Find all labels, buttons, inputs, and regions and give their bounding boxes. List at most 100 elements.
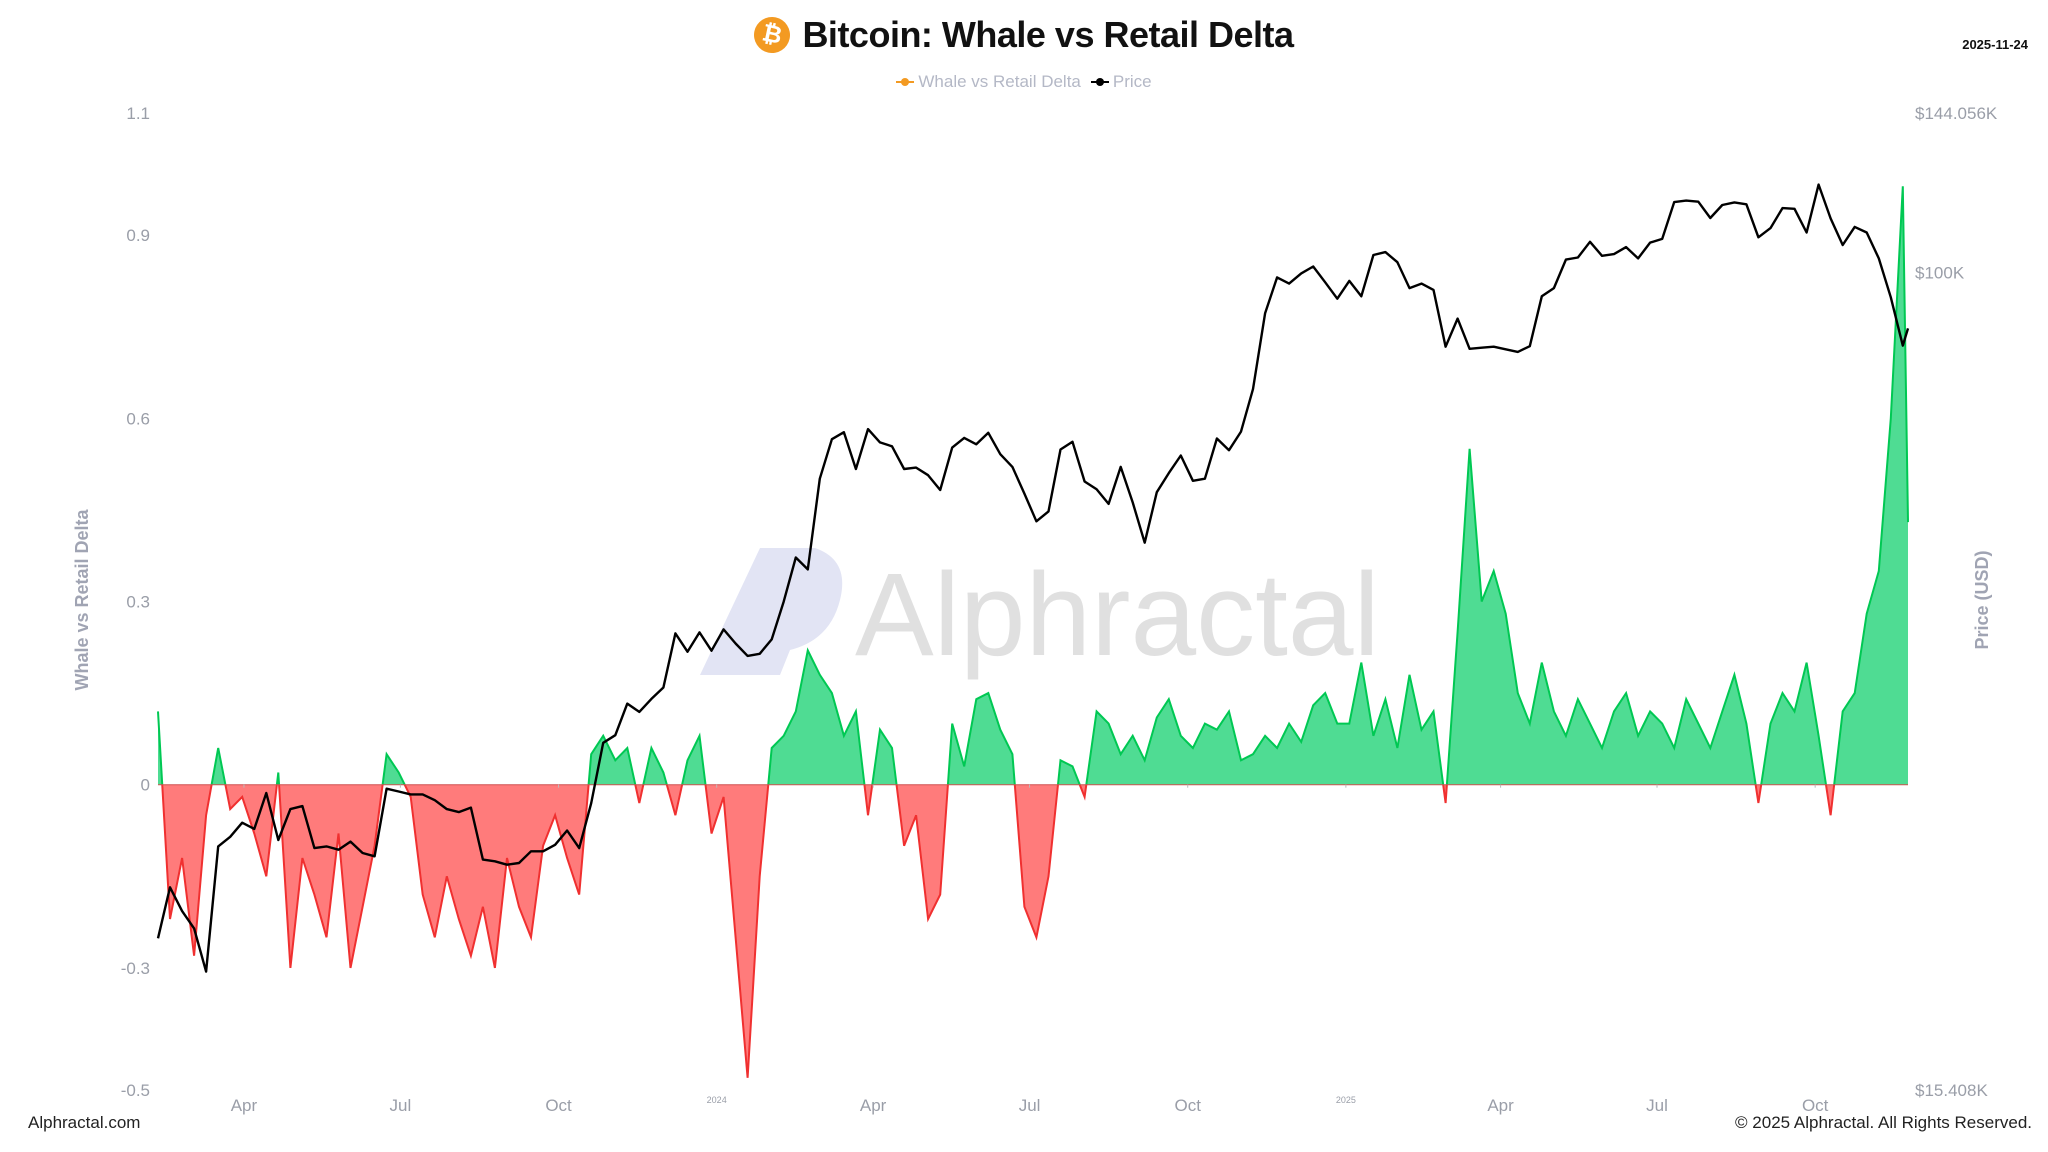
- delta-point[interactable]: [324, 935, 328, 939]
- delta-point[interactable]: [637, 801, 641, 805]
- price-point[interactable]: [517, 861, 521, 865]
- delta-point[interactable]: [216, 746, 220, 750]
- delta-point[interactable]: [577, 893, 581, 897]
- delta-point[interactable]: [698, 734, 702, 738]
- delta-point[interactable]: [481, 905, 485, 909]
- delta-point[interactable]: [842, 734, 846, 738]
- price-point[interactable]: [1732, 200, 1736, 204]
- delta-point[interactable]: [722, 795, 726, 799]
- price-point[interactable]: [1155, 490, 1159, 494]
- delta-point[interactable]: [1395, 746, 1399, 750]
- price-point[interactable]: [1095, 487, 1099, 491]
- delta-point[interactable]: [613, 758, 617, 762]
- delta-point[interactable]: [830, 691, 834, 695]
- delta-point[interactable]: [1889, 416, 1893, 420]
- price-point[interactable]: [1239, 430, 1243, 434]
- delta-point[interactable]: [192, 954, 196, 958]
- delta-point[interactable]: [878, 728, 882, 732]
- delta-point[interactable]: [649, 746, 653, 750]
- price-point[interactable]: [1877, 256, 1881, 260]
- delta-point[interactable]: [625, 746, 629, 750]
- delta-point[interactable]: [1744, 722, 1748, 726]
- price-point[interactable]: [601, 741, 605, 745]
- delta-point[interactable]: [1708, 746, 1712, 750]
- legend-item-delta[interactable]: Whale vs Retail Delta: [896, 72, 1081, 92]
- price-point[interactable]: [1781, 206, 1785, 210]
- delta-point[interactable]: [457, 917, 461, 921]
- delta-point[interactable]: [1600, 746, 1604, 750]
- price-point[interactable]: [1179, 453, 1183, 457]
- delta-point[interactable]: [1906, 520, 1910, 524]
- price-point[interactable]: [1227, 448, 1231, 452]
- price-point[interactable]: [469, 806, 473, 810]
- price-point[interactable]: [1829, 216, 1833, 220]
- delta-point[interactable]: [1420, 728, 1424, 732]
- price-point[interactable]: [264, 791, 268, 795]
- price-point[interactable]: [577, 846, 581, 850]
- delta-point[interactable]: [1022, 905, 1026, 909]
- price-point[interactable]: [830, 437, 834, 441]
- price-point[interactable]: [409, 792, 413, 796]
- price-point[interactable]: [1696, 200, 1700, 204]
- delta-point[interactable]: [1299, 740, 1303, 744]
- price-point[interactable]: [1480, 346, 1484, 350]
- delta-point[interactable]: [601, 734, 605, 738]
- price-point[interactable]: [276, 838, 280, 842]
- delta-point[interactable]: [746, 1076, 750, 1080]
- price-point[interactable]: [1071, 440, 1075, 444]
- delta-point[interactable]: [1287, 722, 1291, 726]
- price-point[interactable]: [565, 828, 569, 832]
- price-point[interactable]: [1660, 237, 1664, 241]
- price-point[interactable]: [1323, 280, 1327, 284]
- price-point[interactable]: [1432, 288, 1436, 292]
- price-point[interactable]: [1768, 226, 1772, 230]
- price-point[interactable]: [1564, 258, 1568, 262]
- price-point[interactable]: [1841, 243, 1845, 247]
- delta-point[interactable]: [1660, 722, 1664, 726]
- price-point[interactable]: [1588, 240, 1592, 244]
- delta-point[interactable]: [240, 795, 244, 799]
- delta-point[interactable]: [914, 813, 918, 817]
- price-point[interactable]: [1263, 311, 1267, 315]
- delta-point[interactable]: [1468, 447, 1472, 451]
- delta-point[interactable]: [1215, 728, 1219, 732]
- delta-point[interactable]: [1107, 722, 1111, 726]
- price-point[interactable]: [1275, 275, 1279, 279]
- price-point[interactable]: [1107, 502, 1111, 506]
- delta-point[interactable]: [685, 758, 689, 762]
- delta-point[interactable]: [1071, 764, 1075, 768]
- price-point[interactable]: [1901, 344, 1905, 348]
- delta-point[interactable]: [673, 813, 677, 817]
- price-point[interactable]: [421, 792, 425, 796]
- price-point[interactable]: [1407, 286, 1411, 290]
- delta-point[interactable]: [806, 648, 810, 652]
- price-point[interactable]: [361, 851, 365, 855]
- price-point[interactable]: [673, 631, 677, 635]
- price-point[interactable]: [950, 446, 954, 450]
- delta-point[interactable]: [1612, 709, 1616, 713]
- delta-point[interactable]: [264, 874, 268, 878]
- price-point[interactable]: [914, 466, 918, 470]
- delta-point[interactable]: [433, 935, 437, 939]
- delta-point[interactable]: [1492, 569, 1496, 573]
- price-point[interactable]: [1684, 199, 1688, 203]
- price-point[interactable]: [589, 801, 593, 805]
- price-point[interactable]: [505, 863, 509, 867]
- delta-point[interactable]: [1793, 709, 1797, 713]
- delta-point[interactable]: [1131, 734, 1135, 738]
- delta-point[interactable]: [312, 893, 316, 897]
- price-point[interactable]: [685, 650, 689, 654]
- delta-point[interactable]: [986, 691, 990, 695]
- delta-point[interactable]: [1034, 935, 1038, 939]
- delta-point[interactable]: [1371, 734, 1375, 738]
- price-point[interactable]: [1371, 253, 1375, 257]
- delta-point[interactable]: [1648, 709, 1652, 713]
- delta-point[interactable]: [854, 709, 858, 713]
- price-point[interactable]: [613, 733, 617, 737]
- price-point[interactable]: [878, 440, 882, 444]
- delta-point[interactable]: [1684, 697, 1688, 701]
- price-point[interactable]: [553, 843, 557, 847]
- price-point[interactable]: [1720, 203, 1724, 207]
- price-point[interactable]: [1191, 479, 1195, 483]
- price-point[interactable]: [1817, 183, 1821, 187]
